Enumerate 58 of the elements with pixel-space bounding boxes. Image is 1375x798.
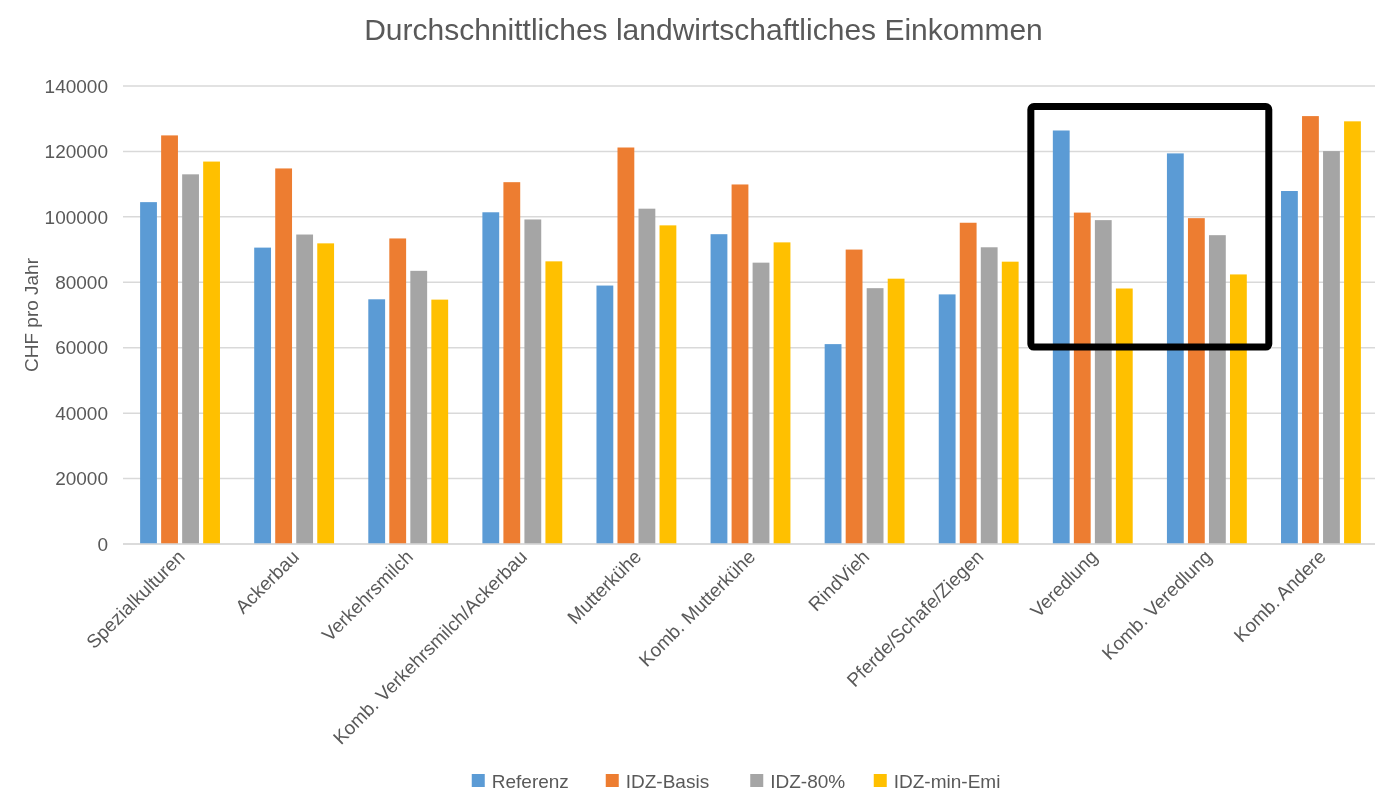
bar: [887, 278, 905, 544]
bar: [1001, 261, 1019, 544]
legend-label: IDZ-Basis: [625, 771, 710, 792]
bar: [254, 247, 272, 544]
bar: [1229, 274, 1247, 544]
y-tick-label: 140000: [44, 75, 108, 97]
bar: [866, 288, 884, 544]
bar: [980, 247, 998, 544]
bar: [959, 222, 977, 544]
bar: [1166, 153, 1184, 544]
y-tick-label: 20000: [55, 468, 108, 490]
bar: [389, 238, 407, 544]
y-axis-title: CHF pro Jahr: [21, 257, 42, 373]
bar: [161, 135, 178, 544]
y-tick-label: 100000: [44, 206, 108, 228]
bar: [545, 261, 563, 544]
y-tick-label: 80000: [55, 271, 108, 293]
bar: [368, 299, 386, 544]
bar: [1302, 116, 1319, 544]
bar: [140, 202, 157, 544]
bar: [410, 270, 428, 544]
bar: [824, 344, 842, 544]
bar: [845, 249, 863, 544]
bar: [1208, 235, 1226, 544]
bar: [317, 243, 335, 544]
bar: [752, 262, 770, 544]
bar: [524, 219, 542, 544]
bar: [596, 285, 614, 544]
bar: [275, 168, 293, 544]
bar: [431, 299, 449, 544]
bar: [1344, 121, 1361, 544]
bar: [710, 234, 728, 544]
bar: [296, 234, 314, 544]
bar: [938, 294, 956, 544]
y-tick-label: 0: [97, 533, 108, 555]
y-tick-label: 40000: [55, 402, 108, 424]
bar: [659, 225, 677, 544]
bar: [482, 212, 500, 544]
bar: [182, 174, 199, 544]
bar: [638, 208, 656, 544]
bar: [617, 147, 635, 544]
bar: [1187, 218, 1205, 544]
bar: [503, 182, 521, 544]
bar: [1323, 151, 1340, 544]
legend-label: Referenz: [491, 771, 569, 792]
bar: [1073, 212, 1091, 544]
bar: [773, 242, 791, 544]
legend-label: IDZ-min-Emi: [893, 771, 1001, 792]
bar: [731, 184, 749, 544]
legend-label: IDZ-80%: [770, 771, 846, 792]
bar: [1094, 220, 1112, 544]
bar: [1281, 191, 1298, 544]
bar: [203, 161, 220, 544]
y-tick-label: 120000: [44, 141, 108, 163]
chart-title: Durchschnittliches landwirtschaftliches Einkommen: [364, 13, 1043, 46]
bar: [1052, 130, 1070, 544]
y-tick-label: 60000: [55, 337, 108, 359]
bar: [1115, 288, 1133, 544]
